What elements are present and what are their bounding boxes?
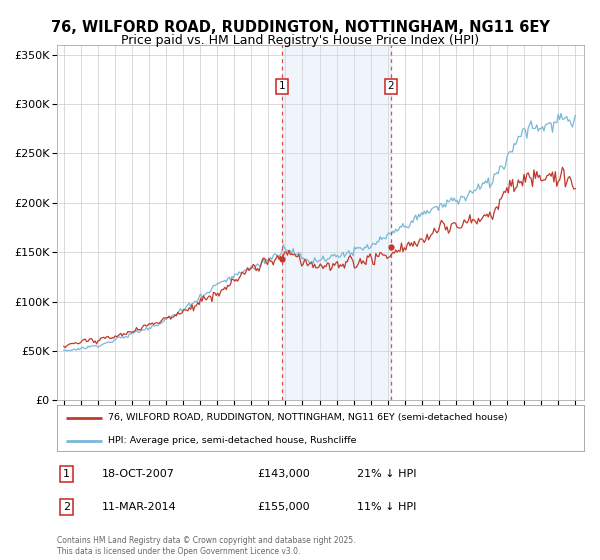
Text: HPI: Average price, semi-detached house, Rushcliffe: HPI: Average price, semi-detached house,… bbox=[108, 436, 356, 445]
Text: 11% ↓ HPI: 11% ↓ HPI bbox=[357, 502, 416, 512]
Text: 1: 1 bbox=[63, 469, 70, 479]
Text: 76, WILFORD ROAD, RUDDINGTON, NOTTINGHAM, NG11 6EY (semi-detached house): 76, WILFORD ROAD, RUDDINGTON, NOTTINGHAM… bbox=[108, 413, 508, 422]
Text: 76, WILFORD ROAD, RUDDINGTON, NOTTINGHAM, NG11 6EY: 76, WILFORD ROAD, RUDDINGTON, NOTTINGHAM… bbox=[50, 20, 550, 35]
Text: 2: 2 bbox=[388, 81, 394, 91]
Text: 18-OCT-2007: 18-OCT-2007 bbox=[102, 469, 175, 479]
Text: 2: 2 bbox=[63, 502, 70, 512]
Text: £143,000: £143,000 bbox=[257, 469, 310, 479]
Bar bbox=[282, 45, 391, 400]
Text: Contains HM Land Registry data © Crown copyright and database right 2025.
This d: Contains HM Land Registry data © Crown c… bbox=[57, 536, 355, 556]
Text: 21% ↓ HPI: 21% ↓ HPI bbox=[357, 469, 417, 479]
Text: 1: 1 bbox=[279, 81, 286, 91]
Text: £155,000: £155,000 bbox=[257, 502, 310, 512]
Text: Price paid vs. HM Land Registry's House Price Index (HPI): Price paid vs. HM Land Registry's House … bbox=[121, 34, 479, 46]
Text: 11-MAR-2014: 11-MAR-2014 bbox=[102, 502, 176, 512]
